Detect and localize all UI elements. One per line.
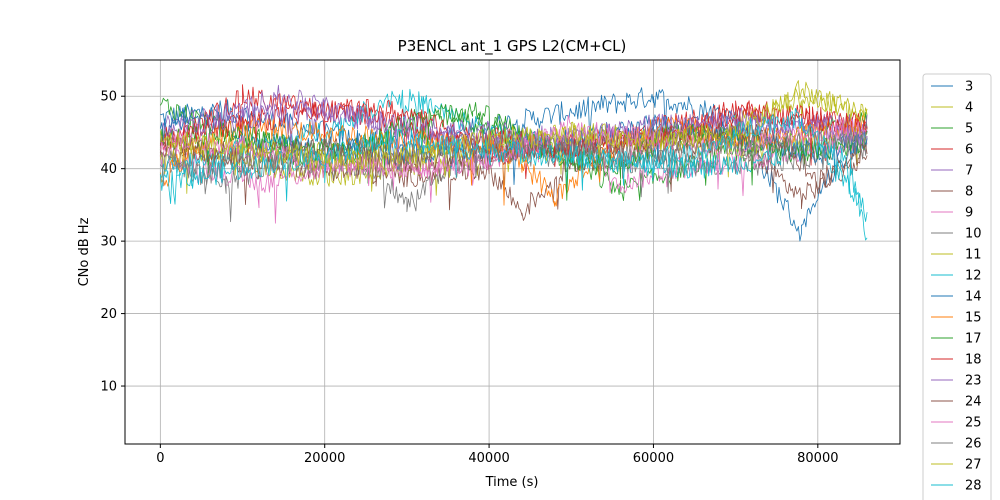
x-tick-label: 60000 (633, 451, 674, 466)
legend-label-9: 9 (965, 206, 973, 221)
legend-label-8: 8 (965, 185, 973, 200)
x-tick-label: 0 (156, 451, 164, 466)
series-line-24 (159, 121, 868, 191)
legend-label-27: 27 (965, 458, 982, 473)
x-tick-label: 40000 (468, 451, 509, 466)
legend-label-17: 17 (965, 332, 982, 347)
y-tick-label: 30 (100, 235, 117, 250)
series-line-28 (159, 107, 868, 241)
legend-box (922, 73, 992, 500)
legend-label-10: 10 (965, 227, 982, 242)
legend-label-7: 7 (965, 164, 973, 179)
x-axis-label: Time (s) (485, 475, 539, 490)
legend-label-23: 23 (965, 374, 982, 389)
x-tick-label: 20000 (304, 451, 345, 466)
legend: 3 4 5 6 7 8 9 10 11 12 14 15 17 18 23 24 25 26 27 28 (922, 73, 992, 500)
y-tick-label: 20 (100, 307, 117, 322)
plot-frame (124, 59, 901, 445)
legend-label-11: 11 (965, 248, 982, 263)
series-line-7 (160, 84, 868, 171)
y-tick-label: 10 (100, 380, 117, 395)
legend-label-5: 5 (965, 122, 973, 137)
legend-label-25: 25 (965, 416, 982, 431)
legend-label-14: 14 (965, 290, 982, 305)
chart-title: P3ENCL ant_1 GPS L2(CM+CL) (398, 37, 627, 56)
legend-label-28: 28 (965, 479, 982, 494)
legend-label-6: 6 (965, 143, 973, 158)
legend-label-4: 4 (965, 101, 973, 116)
legend-label-15: 15 (965, 311, 982, 326)
y-tick-label: 50 (100, 90, 117, 105)
legend-label-26: 26 (965, 437, 982, 452)
legend-label-3: 3 (965, 80, 973, 95)
x-tick-label: 80000 (797, 451, 838, 466)
legend-label-12: 12 (965, 269, 982, 284)
y-axis-label: CNo dB Hz (77, 217, 92, 286)
legend-label-24: 24 (965, 395, 982, 410)
y-tick-label: 40 (100, 162, 117, 177)
legend-label-18: 18 (965, 353, 982, 368)
